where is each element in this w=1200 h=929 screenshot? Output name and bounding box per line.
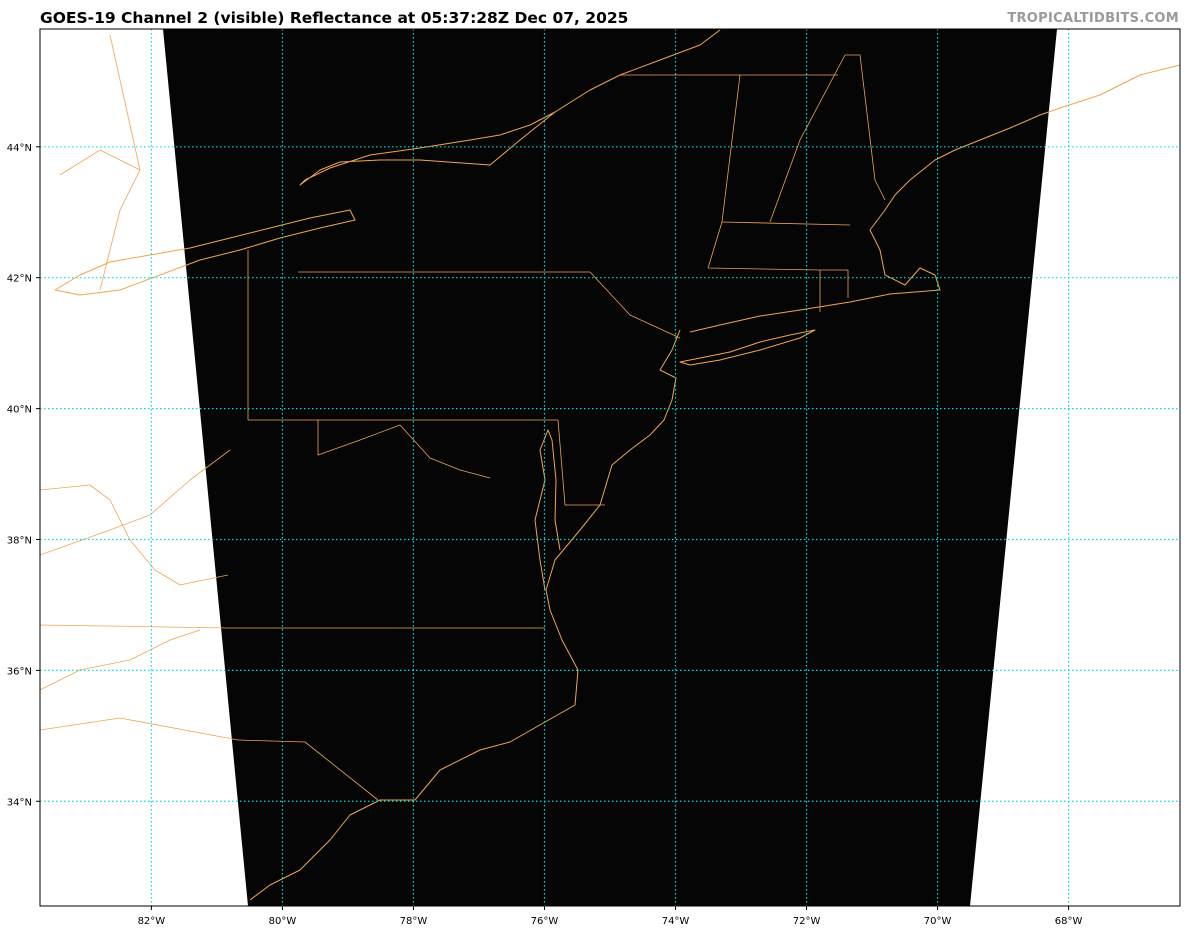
lon-tick-label: 68°W — [1055, 916, 1083, 927]
lat-tick-label: 40°N — [7, 405, 32, 416]
state-borders — [228, 54, 886, 801]
lon-tick-label: 70°W — [924, 916, 952, 927]
map-frame — [39, 28, 1181, 907]
st-lawrence — [554, 29, 721, 113]
map-title: GOES-19 Channel 2 (visible) Reflectance … — [40, 9, 629, 27]
lat-tick-label: 44°N — [7, 143, 32, 154]
coastlines-and-borders — [40, 29, 1180, 901]
new-england-coast — [689, 64, 1180, 333]
lon-tick-label: 76°W — [531, 916, 559, 927]
lon-tick-label: 74°W — [662, 916, 690, 927]
lat-tick-label: 42°N — [7, 274, 32, 285]
lat-tick-label: 36°N — [7, 666, 32, 677]
lat-tick-label: 38°N — [7, 535, 32, 546]
imagery-swath — [163, 29, 1057, 906]
lon-tick-label: 72°W — [793, 916, 821, 927]
lon-tick-label: 82°W — [138, 916, 166, 927]
lat-tick-label: 34°N — [7, 797, 32, 808]
western-borders — [40, 34, 239, 741]
axis-ticks: 82°W 80°W 78°W 76°W 74°W 72°W 70°W 68°W 34°N 36°N… — [7, 143, 1083, 927]
watermark: TROPICALTIDBITS.COM — [1007, 11, 1179, 26]
lon-tick-label: 78°W — [400, 916, 428, 927]
long-island — [679, 329, 816, 366]
lon-tick-label: 80°W — [269, 916, 297, 927]
east-coast — [249, 329, 681, 901]
